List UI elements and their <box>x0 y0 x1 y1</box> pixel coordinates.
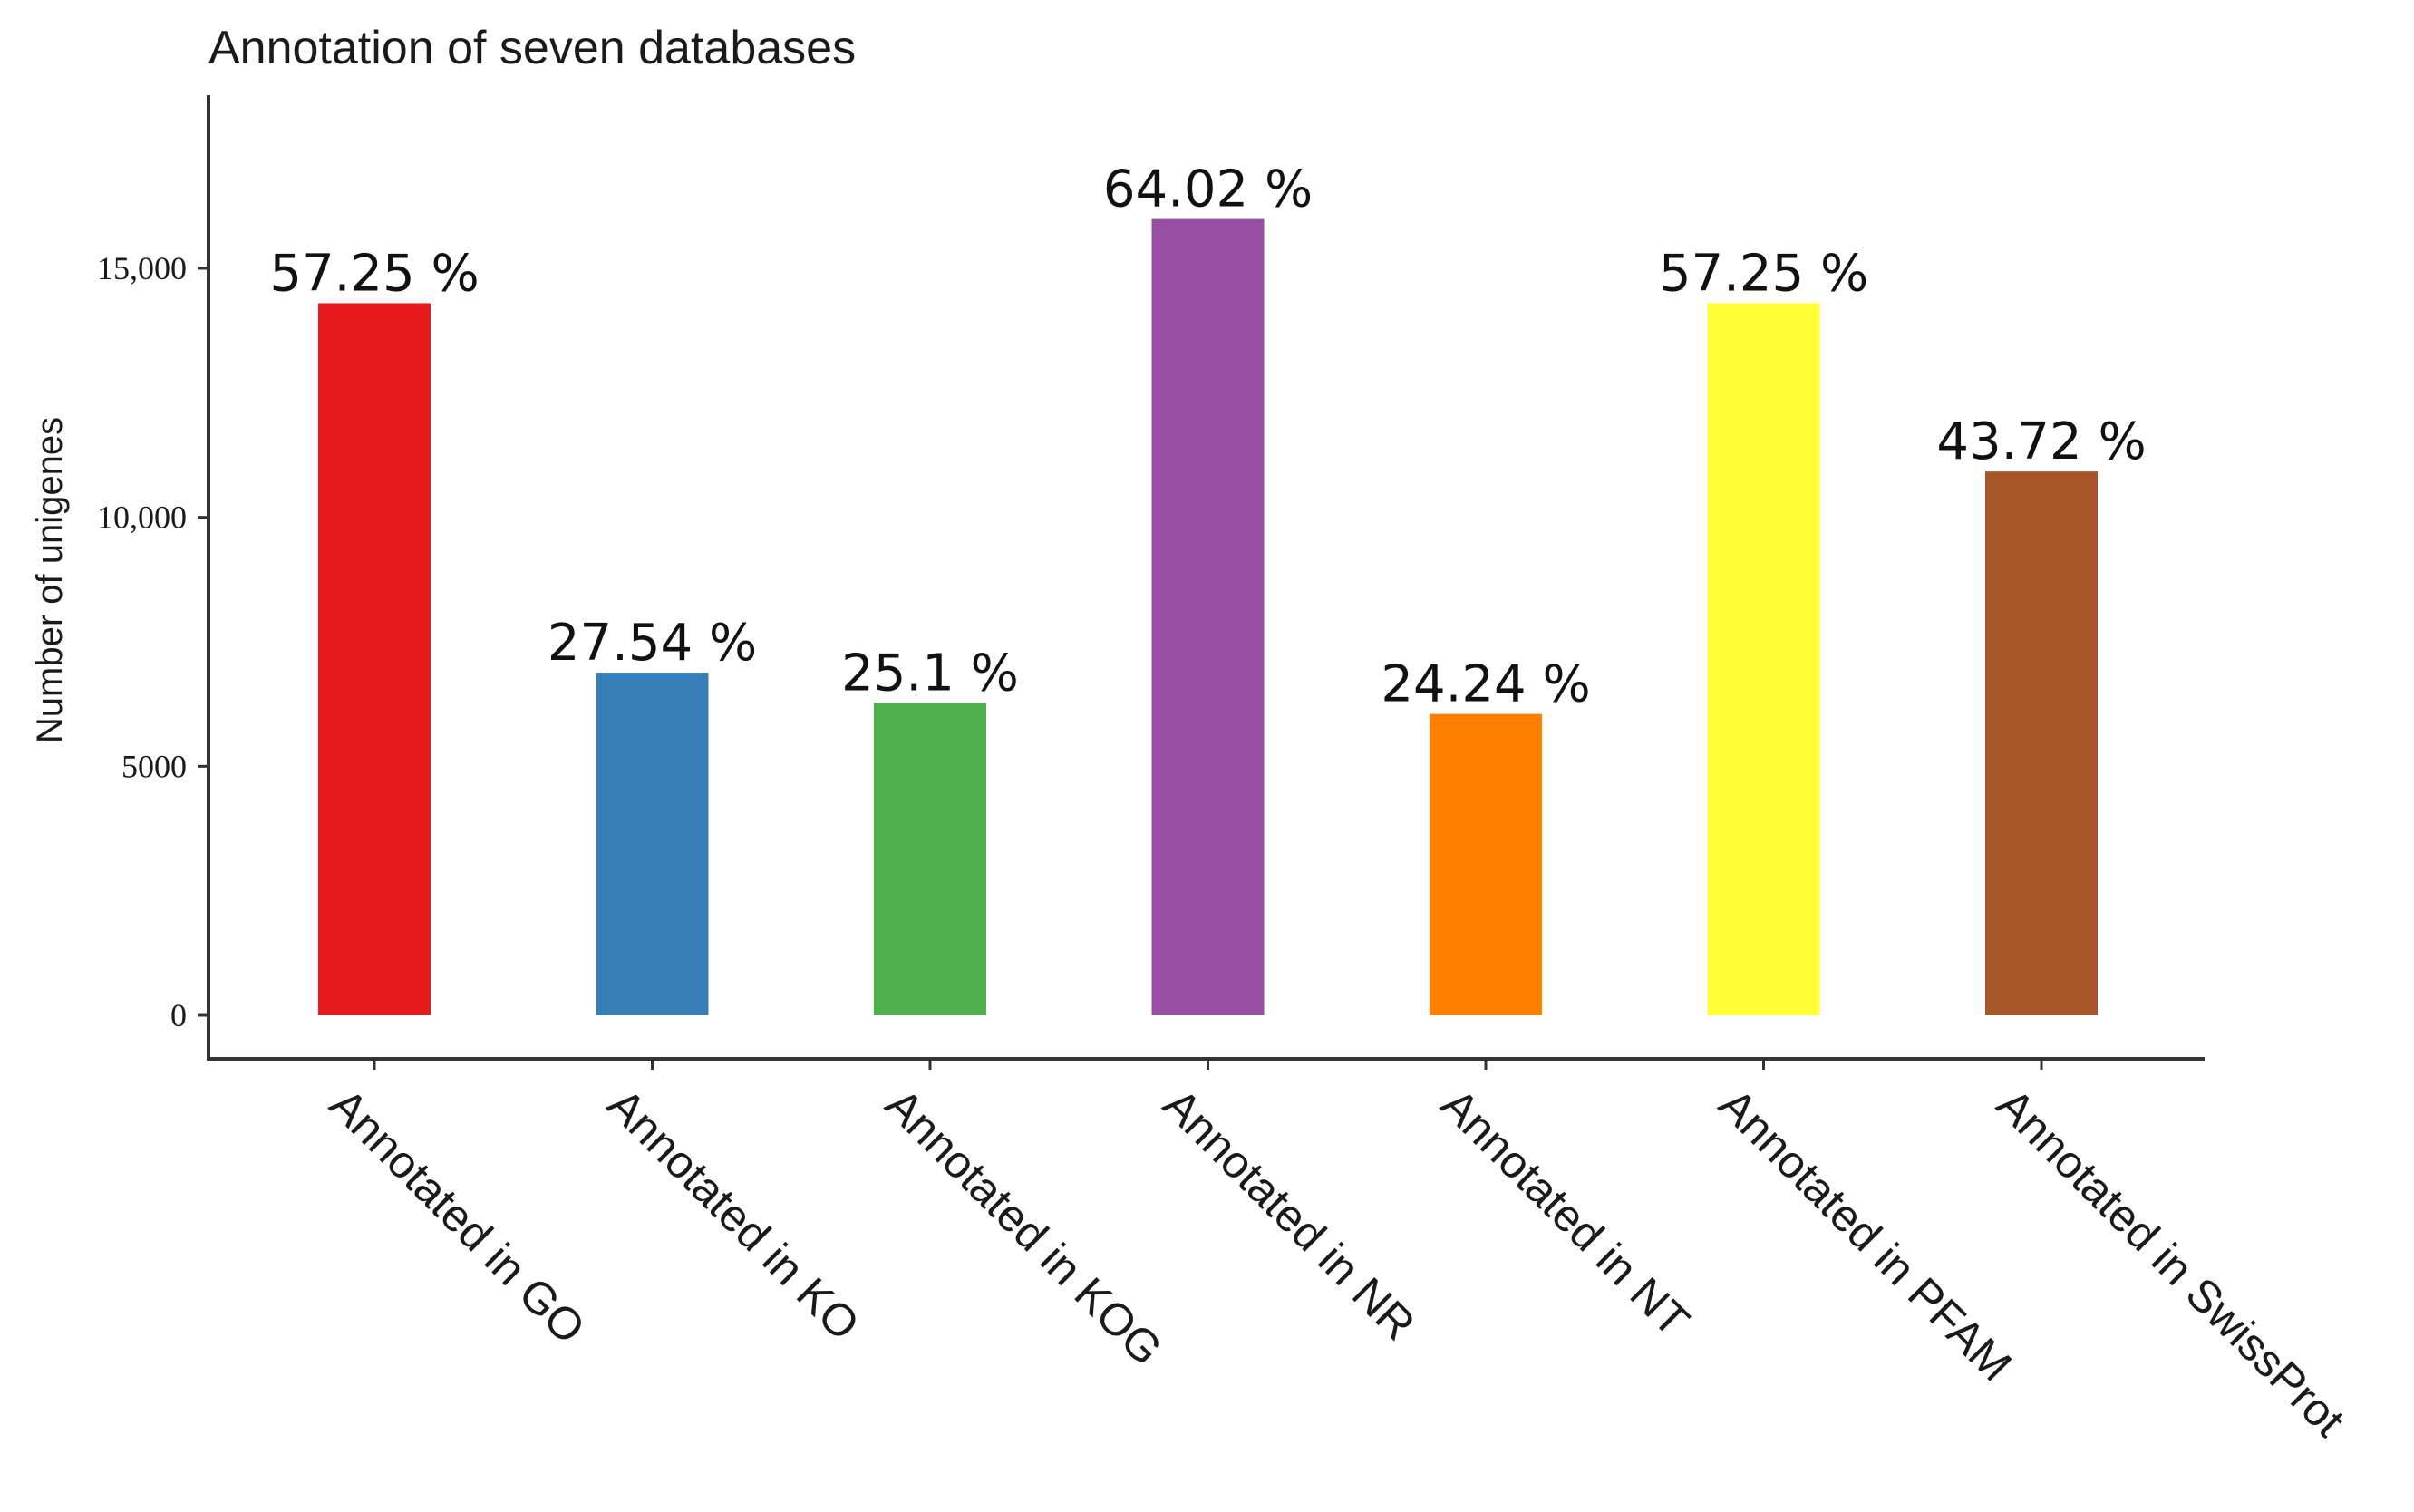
x-tick-label: Annotated in KOG <box>876 1079 1172 1375</box>
bar <box>596 673 709 1015</box>
y-axis-label: Number of unigenes <box>30 417 70 743</box>
x-tick-label: Annotated in KO <box>598 1079 869 1350</box>
bar-value-label: 27.54 % <box>548 614 757 673</box>
bar <box>318 303 431 1015</box>
x-tick-label: Annotated in GO <box>320 1079 595 1353</box>
y-tick-label: 10,000 <box>97 499 187 536</box>
y-axis-ticks: 0 5000 10,000 15,000 <box>97 250 208 1033</box>
bar-value-label: 25.1 % <box>841 645 1019 703</box>
x-tick-label: Annotated in PFAM <box>1710 1079 2021 1391</box>
bar <box>874 703 986 1015</box>
x-axis-ticks: Annotated in GO Annotated in KO Annotated … <box>320 1059 2354 1446</box>
bar <box>1430 713 1542 1015</box>
bar-value-label: 64.02 % <box>1103 160 1313 219</box>
x-tick-label: Annotated in NR <box>1154 1079 1425 1350</box>
x-tick-label: Annotated in NT <box>1431 1079 1699 1346</box>
bar <box>1985 471 2098 1015</box>
bar-value-label: 43.72 % <box>1936 412 2146 471</box>
bar-value-label: 57.25 % <box>269 244 479 303</box>
chart-title: Annotation of seven databases <box>208 22 856 74</box>
y-tick-label: 15,000 <box>97 250 187 286</box>
bar-value-label: 57.25 % <box>1659 244 1868 303</box>
data-labels-group: 57.25 % 27.54 % 25.1 % 64.02 % 24.24 % 57.25 … <box>269 160 2146 714</box>
bar <box>1707 303 1820 1015</box>
y-tick-label: 0 <box>170 997 187 1033</box>
x-tick-label: Annotated in SwissProt <box>1987 1079 2354 1446</box>
bar-value-label: 24.24 % <box>1381 655 1590 714</box>
bars-group <box>318 218 2098 1016</box>
bar <box>1151 218 1265 1016</box>
y-tick-label: 5000 <box>121 748 187 784</box>
